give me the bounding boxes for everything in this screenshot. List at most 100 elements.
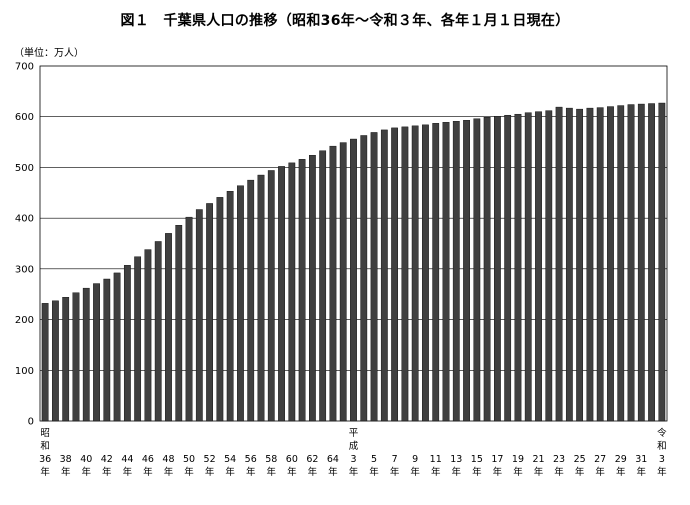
bar [247, 179, 255, 422]
x-tick-label: 46 年 [142, 454, 154, 478]
bar [103, 278, 111, 422]
x-tick-label: 11 年 [430, 454, 442, 478]
bar [576, 108, 584, 422]
y-tick-label: 300 [15, 264, 34, 275]
bar [555, 106, 563, 422]
bar [93, 283, 100, 422]
bar [452, 121, 460, 422]
bar [648, 103, 655, 422]
bar [72, 292, 80, 422]
bar [637, 103, 645, 422]
x-tick-label: 56 年 [245, 454, 257, 478]
bar [380, 129, 388, 422]
bar [319, 150, 327, 422]
x-tick-label: 58 年 [265, 454, 277, 478]
bar [175, 225, 183, 422]
bar [596, 107, 604, 422]
y-tick-label: 500 [15, 163, 34, 174]
bar [360, 135, 368, 422]
y-tick-label: 200 [15, 315, 34, 326]
bar [483, 117, 491, 422]
x-tick-label: 48 年 [162, 454, 174, 478]
bar [134, 256, 142, 422]
bar [62, 297, 70, 422]
bar [586, 107, 594, 422]
bar [123, 265, 131, 422]
bar [226, 191, 234, 422]
x-tick-label: 50 年 [183, 454, 195, 478]
x-tick-label: 42 年 [101, 454, 113, 478]
bar [82, 287, 90, 422]
bar [401, 126, 409, 422]
bar [473, 118, 481, 422]
x-tick-label: 54 年 [224, 454, 236, 478]
bar [514, 113, 522, 422]
bar [309, 155, 316, 422]
bar [494, 116, 501, 422]
bar [658, 102, 666, 422]
bar [154, 241, 162, 422]
x-tick-label: 62 年 [306, 454, 318, 478]
bar [278, 166, 285, 422]
bar [607, 106, 614, 422]
bar [267, 170, 275, 422]
bar [237, 185, 244, 422]
bar [463, 120, 470, 422]
bar [41, 303, 49, 422]
x-tick-label: 25 年 [574, 454, 586, 478]
bar [288, 162, 296, 422]
bar [411, 125, 419, 422]
x-tick-label: 64 年 [327, 454, 339, 478]
bar [524, 112, 532, 422]
y-tick-label: 400 [15, 214, 34, 225]
chart-title: 図１ 千葉県人口の推移（昭和36年～令和３年、各年１月１日現在） [120, 13, 570, 29]
bar [535, 111, 542, 422]
x-tick-label: 40 年 [80, 454, 92, 478]
bar [504, 114, 512, 422]
bar [627, 104, 635, 422]
bar [565, 107, 573, 422]
x-tick-label: 19 年 [512, 454, 524, 478]
bar [185, 216, 193, 422]
x-tick-label: 29 年 [615, 454, 627, 478]
bar [52, 300, 59, 422]
y-tick-label: 700 [15, 62, 34, 73]
bar [422, 124, 429, 422]
y-tick-label: 0 [28, 417, 34, 428]
x-tick-label: 52 年 [204, 454, 216, 478]
y-tick-label: 100 [15, 366, 34, 377]
unit-label: （単位：万人） [14, 48, 84, 59]
bar [350, 138, 357, 422]
y-tick-label: 600 [15, 112, 34, 123]
bar [391, 127, 398, 422]
bar [329, 145, 337, 422]
bar [165, 233, 172, 422]
x-tick-label: 27 年 [594, 454, 606, 478]
bar [195, 209, 203, 422]
bar [432, 123, 440, 422]
x-tick-label: 昭和 36 年 [39, 428, 51, 478]
x-tick-label: 21 年 [532, 454, 544, 478]
x-tick-label: 44 年 [121, 454, 133, 478]
x-tick-label: 60 年 [286, 454, 298, 478]
bar [257, 174, 265, 422]
bar [206, 203, 213, 422]
x-tick-label: 31 年 [635, 454, 647, 478]
x-tick-label: 令和 3 年 [657, 427, 667, 478]
bar [216, 197, 224, 422]
x-tick-label: 13 年 [450, 454, 462, 478]
x-tick-label: 23 年 [553, 454, 565, 478]
bar [442, 122, 450, 422]
bar [144, 249, 152, 422]
bar [370, 132, 378, 422]
bar [617, 105, 625, 422]
bar [113, 272, 121, 422]
bar [339, 142, 347, 422]
x-tick-label: 17 年 [491, 454, 503, 478]
bar [545, 110, 553, 422]
bar [298, 159, 306, 422]
